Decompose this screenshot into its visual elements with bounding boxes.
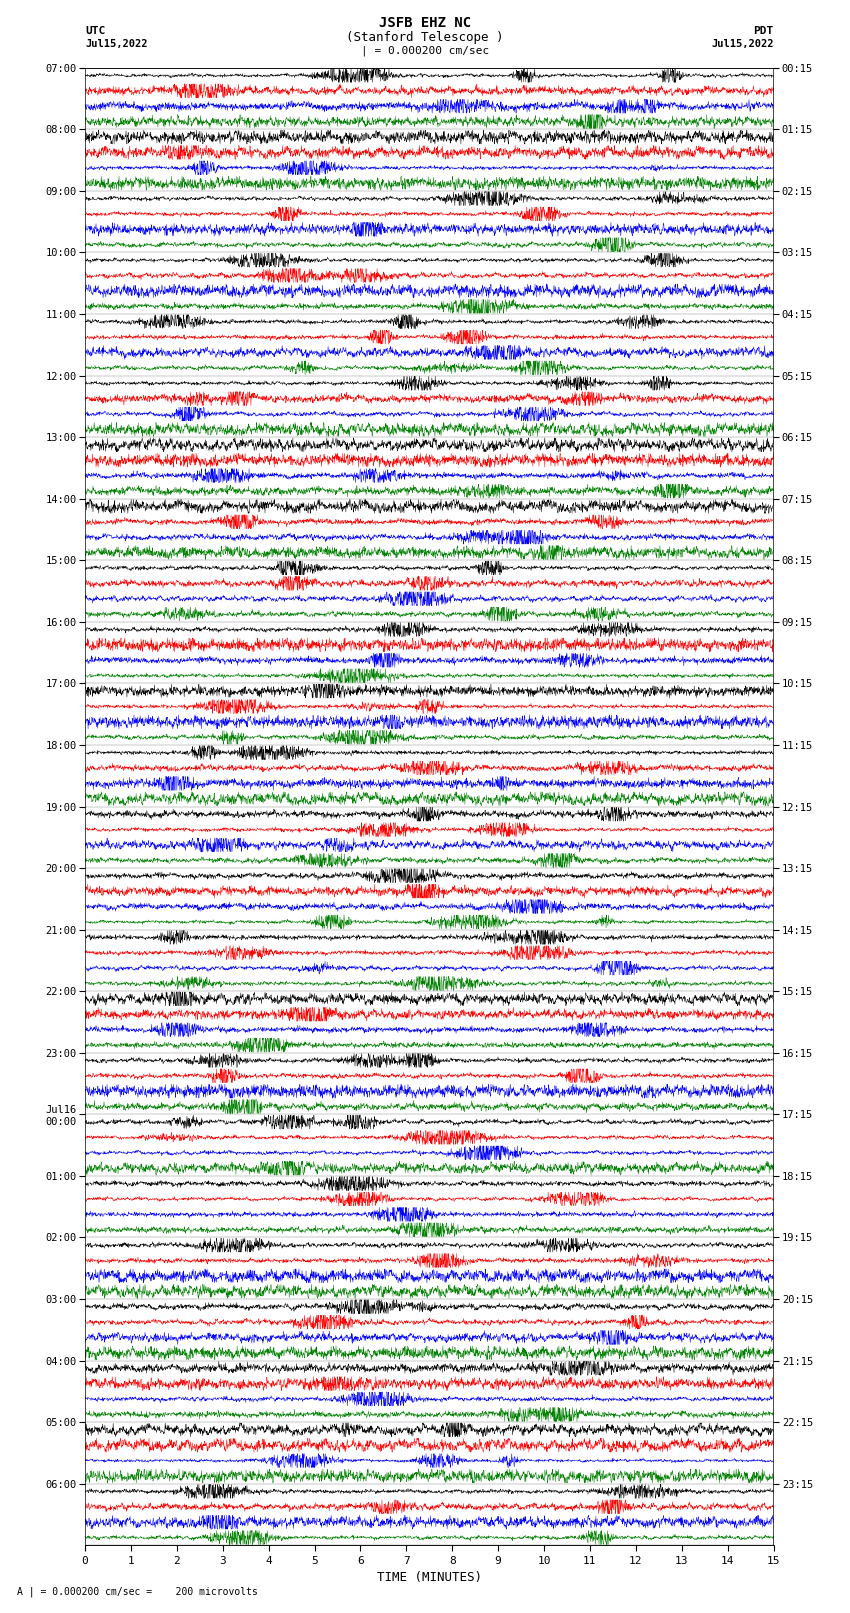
Text: Jul15,2022: Jul15,2022: [85, 39, 148, 48]
Text: Jul15,2022: Jul15,2022: [711, 39, 774, 48]
Text: JSFB EHZ NC: JSFB EHZ NC: [379, 16, 471, 31]
Text: | = 0.000200 cm/sec: | = 0.000200 cm/sec: [361, 45, 489, 56]
Text: (Stanford Telescope ): (Stanford Telescope ): [346, 31, 504, 44]
Text: UTC: UTC: [85, 26, 105, 35]
Text: A | = 0.000200 cm/sec =    200 microvolts: A | = 0.000200 cm/sec = 200 microvolts: [17, 1586, 258, 1597]
Text: PDT: PDT: [753, 26, 774, 35]
X-axis label: TIME (MINUTES): TIME (MINUTES): [377, 1571, 482, 1584]
